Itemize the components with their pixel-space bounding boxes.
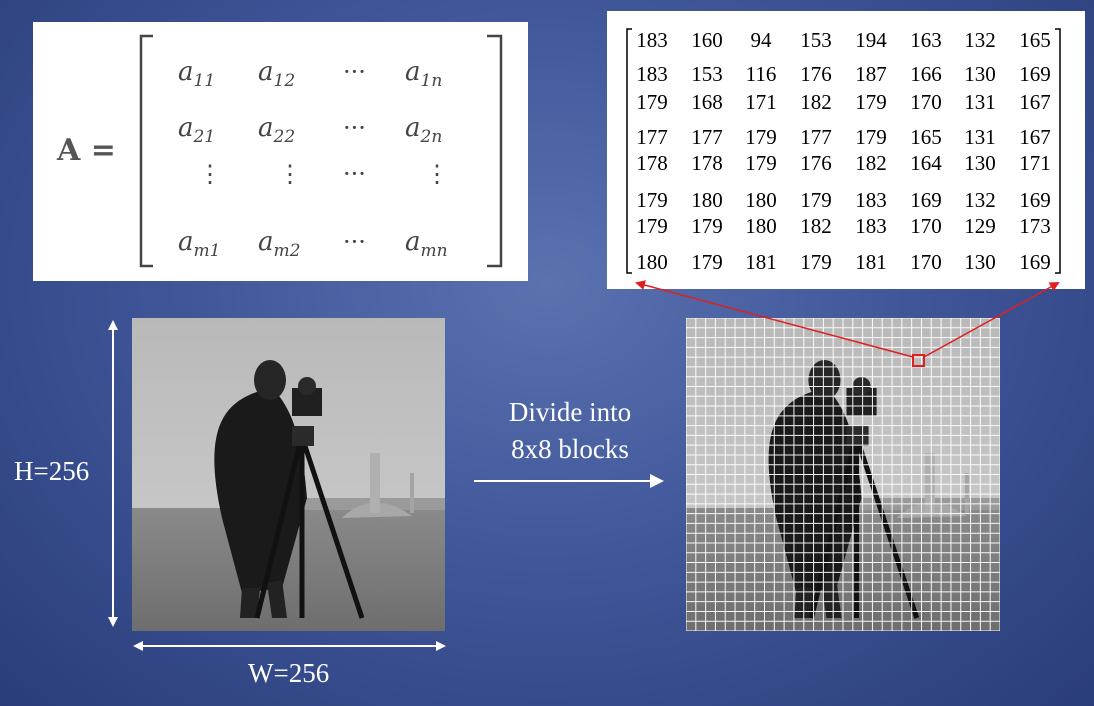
block-value-cell: 171	[745, 90, 777, 114]
divide-label-line2: 8x8 blocks	[511, 434, 629, 464]
matrix-a-entry: am2	[258, 227, 300, 261]
block-value-cell: 153	[800, 28, 832, 52]
height-label: H=256	[14, 456, 90, 486]
matrix-a-entry: a2n	[405, 113, 442, 147]
block-value-cell: 182	[800, 214, 832, 238]
block-left-bracket	[626, 28, 632, 274]
block-value-cell: 178	[636, 151, 668, 175]
block-value-cell: 179	[800, 188, 832, 212]
block-value-cell: 129	[964, 214, 996, 238]
block-value-cell: 183	[636, 62, 668, 86]
block-value-cell: 194	[855, 28, 887, 52]
block-value-cell: 116	[746, 62, 777, 86]
block-value-cell: 177	[636, 125, 668, 149]
block-value-cell: 173	[1019, 214, 1051, 238]
block-value-cell: 179	[636, 188, 668, 212]
block-value-cell: 179	[745, 151, 777, 175]
block-value-cell: 167	[1019, 90, 1051, 114]
block-value-cell: 170	[910, 214, 942, 238]
block-value-cell: 169	[910, 188, 942, 212]
block-value-cell: 178	[691, 151, 723, 175]
block-value-cell: 165	[1019, 28, 1051, 52]
block-value-cell: 179	[800, 250, 832, 274]
block-values-matrix: 183 160 94 153 194 163 132 165 183 153 116 176 187 16…	[626, 28, 1061, 274]
divide-label-line1: Divide into	[508, 397, 632, 427]
block-value-cell: 166	[910, 62, 942, 86]
block-value-cell: 131	[964, 90, 996, 114]
block-value-cell: 170	[910, 250, 942, 274]
block-values-panel: 183 160 94 153 194 163 132 165 183 153 116 176 187 16…	[607, 11, 1085, 289]
width-label: W=256	[248, 658, 330, 688]
block-value-cell: 164	[910, 151, 942, 175]
block-value-cell: 179	[691, 214, 723, 238]
right-bracket	[487, 34, 503, 268]
block-value-cell: 187	[855, 62, 887, 86]
block-value-cell: 179	[855, 125, 887, 149]
block-value-cell: 165	[910, 125, 942, 149]
block-value-cell: 180	[745, 214, 777, 238]
block-value-cell: 130	[964, 62, 996, 86]
block-value-cell: 168	[691, 90, 723, 114]
matrix-a-lhs: A =	[56, 133, 116, 168]
block-value-cell: 130	[964, 151, 996, 175]
block-value-cell: 179	[855, 90, 887, 114]
block-value-cell: 179	[636, 90, 668, 114]
block-value-cell: 180	[691, 188, 723, 212]
block-value-cell: 180	[745, 188, 777, 212]
matrix-a-entry: am1	[178, 227, 220, 261]
matrix-a-entry: ⋮	[198, 160, 222, 188]
block-value-cell: 169	[1019, 250, 1051, 274]
divide-label: Divide into 8x8 blocks	[480, 394, 660, 468]
matrix-a-entry: ···	[343, 160, 366, 188]
cameraman-image	[132, 318, 445, 631]
block-value-cell: 179	[691, 250, 723, 274]
block-value-cell: 183	[855, 214, 887, 238]
block-value-cell: 160	[691, 28, 723, 52]
block-value-cell: 176	[800, 62, 832, 86]
block-value-cell: 131	[964, 125, 996, 149]
block-value-cell: 130	[964, 250, 996, 274]
block-value-cell: 176	[800, 151, 832, 175]
block-value-cell: 153	[691, 62, 723, 86]
matrix-a-entry: ···	[343, 58, 366, 86]
matrix-a-entry: ···	[343, 114, 366, 142]
block-value-cell: 179	[745, 125, 777, 149]
block-value-cell: 132	[964, 28, 996, 52]
block-value-cell: 177	[800, 125, 832, 149]
matrix-a-entry: a21	[178, 113, 215, 147]
left-bracket	[139, 34, 153, 268]
block-value-cell: 177	[691, 125, 723, 149]
block-value-cell: 171	[1019, 151, 1051, 175]
block-value-cell: 183	[636, 28, 668, 52]
block-value-cell: 181	[855, 250, 887, 274]
matrix-a-panel: A = a11 a12 ··· a1n a21 a22 ··· a2n ⋮ ⋮ ··· ⋮ am1 am2…	[33, 22, 528, 281]
block-value-cell: 179	[636, 214, 668, 238]
matrix-a-figure: A = a11 a12 ··· a1n a21 a22 ··· a2n ⋮ ⋮ ··· ⋮ am1 am2…	[56, 34, 503, 268]
block-value-cell: 181	[745, 250, 777, 274]
block-value-cell: 169	[1019, 188, 1051, 212]
block-value-cell: 163	[910, 28, 942, 52]
block-value-cell: 167	[1019, 125, 1051, 149]
block-value-cell: 94	[751, 28, 773, 52]
matrix-a-entry: ⋮	[425, 160, 449, 188]
block-value-cell: 170	[910, 90, 942, 114]
block-value-cell: 169	[1019, 62, 1051, 86]
block-right-bracket	[1055, 28, 1061, 274]
matrix-a-entry: a1n	[405, 57, 442, 91]
matrix-a-entry: ···	[343, 228, 366, 256]
block-value-cell: 132	[964, 188, 996, 212]
block-value-cell: 183	[855, 188, 887, 212]
block-value-cell: 182	[855, 151, 887, 175]
matrix-a-entry: amn	[405, 227, 448, 261]
matrix-a-entry: ⋮	[278, 160, 302, 188]
matrix-a-entry: a11	[178, 57, 215, 91]
cameraman-gridded-image	[686, 318, 1000, 631]
matrix-a-entry: a22	[258, 113, 295, 147]
block-value-cell: 182	[800, 90, 832, 114]
matrix-a-entry: a12	[258, 57, 295, 91]
block-value-cell: 180	[636, 250, 668, 274]
